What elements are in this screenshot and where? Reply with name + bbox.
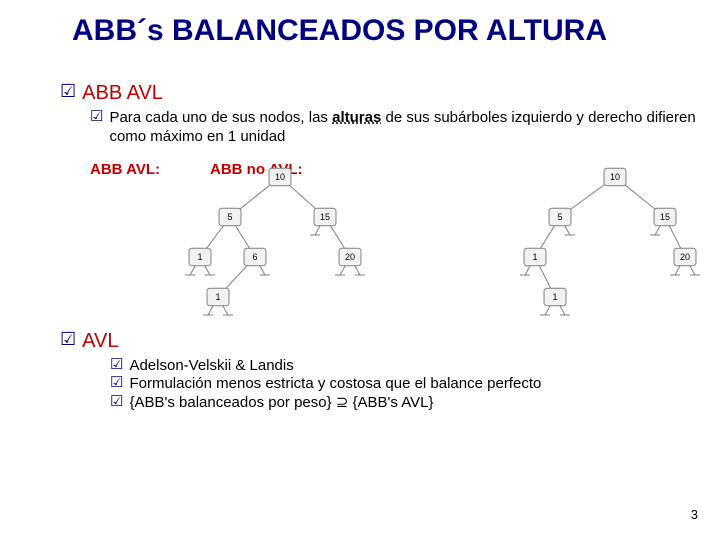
definition-row: ☑ Para cada uno de sus nodos, las altura… <box>90 109 720 147</box>
list-item: ☑ Adelson-Velskii & Landis <box>110 357 720 376</box>
svg-text:1: 1 <box>552 292 557 302</box>
svg-text:1: 1 <box>215 292 220 302</box>
svg-text:6: 6 <box>252 252 257 262</box>
tree-avl-diagram: 10 5 15 1 6 20 1 <box>170 162 380 322</box>
list-item-text: Formulación menos estricta y costosa que… <box>129 375 541 394</box>
page-number: 3 <box>691 507 698 522</box>
svg-text:20: 20 <box>345 252 355 262</box>
check-icon: ☑ <box>90 109 103 126</box>
bullet-abb-avl: ☑ ABB AVL <box>60 82 720 105</box>
tree-noavl-diagram: 10 5 15 1 20 1 <box>500 162 710 322</box>
check-icon: ☑ <box>60 330 76 350</box>
svg-text:20: 20 <box>680 252 690 262</box>
svg-text:15: 15 <box>660 212 670 222</box>
list-item-text: {ABB's balanceados por peso} ⊇ {ABB's AV… <box>129 394 433 413</box>
list-item-text: Adelson-Velskii & Landis <box>129 357 293 376</box>
heading-avl: AVL <box>82 330 118 353</box>
svg-text:10: 10 <box>275 172 285 182</box>
check-icon: ☑ <box>60 82 76 102</box>
check-icon: ☑ <box>110 394 123 411</box>
svg-text:10: 10 <box>610 172 620 182</box>
list-item: ☑ {ABB's balanceados por peso} ⊇ {ABB's A… <box>110 394 720 413</box>
svg-text:5: 5 <box>557 212 562 222</box>
svg-text:5: 5 <box>227 212 232 222</box>
heading-abb-avl: ABB AVL <box>82 82 163 105</box>
bullet-avl: ☑ AVL <box>60 330 720 353</box>
slide-title: ABB´s BALANCEADOS POR ALTURA <box>0 0 720 56</box>
check-icon: ☑ <box>110 375 123 392</box>
list-item: ☑ Formulación menos estricta y costosa qu… <box>110 375 720 394</box>
check-icon: ☑ <box>110 357 123 374</box>
definition-text: Para cada uno de sus nodos, las alturas … <box>109 109 720 147</box>
label-avl: ABB AVL: <box>90 161 160 178</box>
svg-text:1: 1 <box>532 252 537 262</box>
svg-text:15: 15 <box>320 212 330 222</box>
svg-text:1: 1 <box>197 252 202 262</box>
